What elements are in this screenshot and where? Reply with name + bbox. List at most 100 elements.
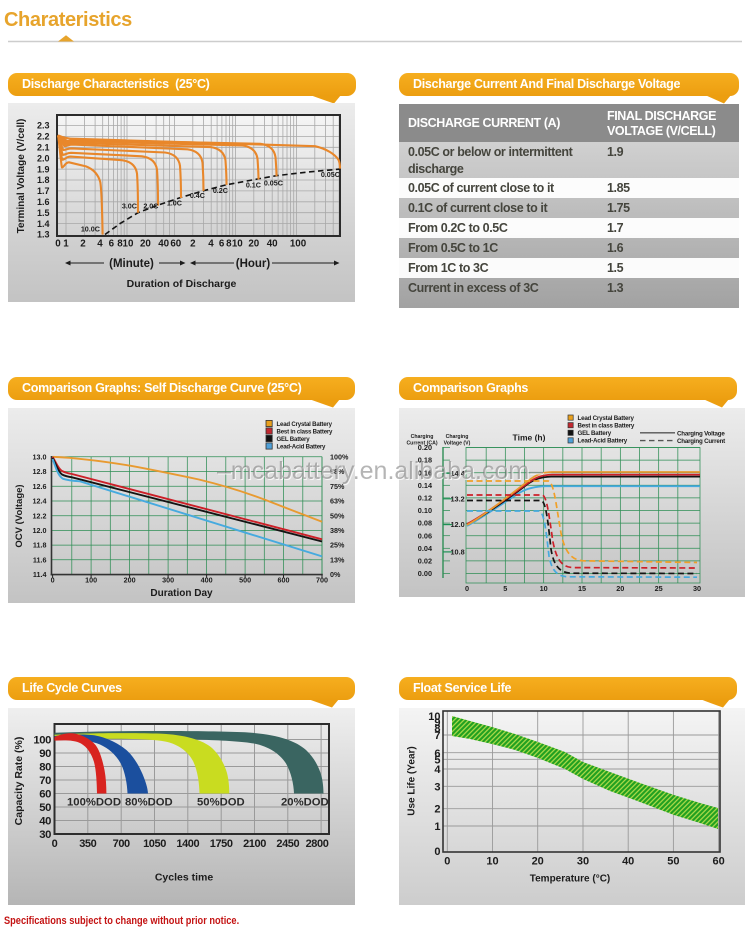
svg-text:300: 300 <box>162 576 174 585</box>
svg-text:(Minute): (Minute) <box>109 258 154 270</box>
svg-text:0: 0 <box>444 856 450 868</box>
svg-text:100: 100 <box>33 735 51 747</box>
svg-text:63%: 63% <box>330 497 345 506</box>
svg-text:350: 350 <box>79 838 96 850</box>
svg-text:10: 10 <box>428 711 440 723</box>
svg-text:4: 4 <box>434 764 441 776</box>
svg-text:60: 60 <box>170 239 181 250</box>
svg-text:0.05C: 0.05C <box>321 170 340 179</box>
svg-text:20%DOD: 20%DOD <box>281 797 329 809</box>
svg-text:0: 0 <box>465 584 469 593</box>
svg-text:12.4: 12.4 <box>33 497 47 506</box>
svg-text:40: 40 <box>39 816 51 828</box>
svg-text:8: 8 <box>434 723 440 735</box>
svg-text:1400: 1400 <box>176 838 199 850</box>
svg-text:Voltage (V): Voltage (V) <box>444 441 471 447</box>
svg-text:0.00: 0.00 <box>418 569 432 578</box>
svg-text:20: 20 <box>616 584 624 593</box>
svg-text:10: 10 <box>232 239 243 250</box>
svg-text:12.8: 12.8 <box>33 467 47 476</box>
svg-text:2.0: 2.0 <box>37 153 50 163</box>
svg-text:13.0: 13.0 <box>33 452 47 461</box>
svg-text:1.9: 1.9 <box>37 164 50 174</box>
svg-text:1.0C: 1.0C <box>167 199 182 208</box>
svg-text:2: 2 <box>434 804 440 816</box>
svg-text:0.02: 0.02 <box>418 557 432 566</box>
svg-text:70: 70 <box>39 775 51 787</box>
svg-text:1.5: 1.5 <box>37 208 50 218</box>
svg-text:0: 0 <box>55 239 61 250</box>
svg-text:0.10: 0.10 <box>418 506 432 515</box>
svg-text:9: 9 <box>434 717 440 729</box>
svg-text:1.8: 1.8 <box>37 175 50 185</box>
svg-text:Lead Crystal Battery: Lead Crystal Battery <box>578 415 635 422</box>
svg-text:0: 0 <box>52 838 58 850</box>
svg-text:25: 25 <box>655 584 663 593</box>
svg-text:0.06: 0.06 <box>418 531 432 540</box>
svg-text:2100: 2100 <box>243 838 266 850</box>
svg-text:Current (CA): Current (CA) <box>406 441 437 447</box>
svg-text:Cycles time: Cycles time <box>155 872 214 884</box>
svg-text:2.2: 2.2 <box>37 132 50 142</box>
svg-text:1.4: 1.4 <box>37 219 50 229</box>
svg-text:25%: 25% <box>330 541 345 550</box>
svg-text:40: 40 <box>267 239 278 250</box>
svg-text:700: 700 <box>113 838 130 850</box>
svg-text:2.0C: 2.0C <box>143 202 158 211</box>
svg-text:1750: 1750 <box>210 838 233 850</box>
svg-text:6: 6 <box>434 748 440 760</box>
svg-text:4: 4 <box>97 239 103 250</box>
svg-text:Lead Crystal Battery: Lead Crystal Battery <box>277 421 333 428</box>
svg-text:11.4: 11.4 <box>33 570 47 579</box>
svg-text:1.7: 1.7 <box>37 186 50 196</box>
svg-text:8: 8 <box>226 239 232 250</box>
svg-text:Charging Voltage: Charging Voltage <box>677 430 725 437</box>
svg-text:50%: 50% <box>330 511 345 520</box>
svg-text:20: 20 <box>140 239 151 250</box>
svg-text:4: 4 <box>208 239 214 250</box>
svg-text:0.4C: 0.4C <box>190 191 205 200</box>
svg-text:3: 3 <box>434 781 440 793</box>
svg-text:38%: 38% <box>330 526 345 535</box>
svg-text:60: 60 <box>39 789 51 801</box>
svg-text:0.12: 0.12 <box>418 494 432 503</box>
svg-text:100: 100 <box>290 239 307 250</box>
svg-text:88%: 88% <box>330 467 345 476</box>
svg-text:1050: 1050 <box>143 838 166 850</box>
svg-text:Capacity Rate (%): Capacity Rate (%) <box>13 737 25 826</box>
svg-text:50: 50 <box>39 802 51 814</box>
svg-text:90: 90 <box>39 748 51 760</box>
svg-text:1.3: 1.3 <box>37 230 50 240</box>
svg-text:10: 10 <box>123 239 134 250</box>
svg-text:7: 7 <box>434 730 440 742</box>
svg-text:12.0: 12.0 <box>33 526 47 535</box>
svg-text:2: 2 <box>190 239 196 250</box>
svg-text:0.14: 0.14 <box>418 481 433 490</box>
svg-text:12.6: 12.6 <box>33 482 47 491</box>
svg-text:OCV (Voltage): OCV (Voltage) <box>14 484 25 547</box>
svg-text:20: 20 <box>248 239 259 250</box>
svg-text:Duration of Discharge: Duration of Discharge <box>127 278 237 290</box>
svg-text:1.6: 1.6 <box>37 197 50 207</box>
svg-text:0.08: 0.08 <box>418 519 432 528</box>
svg-text:80: 80 <box>39 762 51 774</box>
svg-text:Terminal Voltage (V/cell): Terminal Voltage (V/cell) <box>16 119 27 234</box>
svg-text:0.1C: 0.1C <box>246 181 261 190</box>
svg-text:30: 30 <box>39 829 51 841</box>
svg-text:13%: 13% <box>330 555 345 564</box>
svg-text:15: 15 <box>578 584 586 593</box>
svg-text:2450: 2450 <box>276 838 299 850</box>
svg-text:GEL Battery: GEL Battery <box>578 430 612 437</box>
svg-text:100%: 100% <box>330 452 349 461</box>
svg-text:60: 60 <box>712 856 724 868</box>
svg-text:700: 700 <box>316 576 328 585</box>
svg-text:2.3: 2.3 <box>37 121 50 131</box>
svg-text:40: 40 <box>158 239 169 250</box>
svg-text:100%DOD: 100%DOD <box>67 797 121 809</box>
svg-text:400: 400 <box>201 576 213 585</box>
svg-text:30: 30 <box>693 584 701 593</box>
svg-text:0.18: 0.18 <box>418 456 432 465</box>
svg-text:Lead-Acid Battery: Lead-Acid Battery <box>277 443 327 450</box>
svg-text:3.0C: 3.0C <box>122 202 137 211</box>
svg-text:200: 200 <box>124 576 136 585</box>
